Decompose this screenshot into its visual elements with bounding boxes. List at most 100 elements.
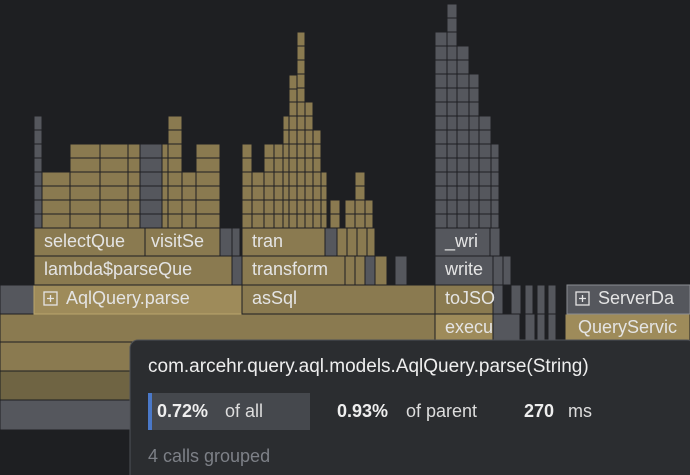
frame — [288, 129, 298, 145]
frame — [288, 213, 298, 229]
frame — [273, 157, 284, 173]
frame — [468, 185, 480, 201]
frame — [251, 171, 265, 187]
frame — [161, 185, 169, 201]
frame — [468, 115, 480, 131]
frame — [33, 227, 146, 257]
frame — [344, 255, 356, 286]
of-parent-text: of parent — [406, 401, 477, 421]
frame — [167, 213, 183, 229]
frame — [296, 45, 306, 61]
share-bar — [148, 393, 310, 430]
frame — [167, 143, 183, 159]
frame — [33, 255, 233, 286]
frame — [434, 73, 448, 89]
frame — [478, 199, 492, 215]
frame — [282, 143, 290, 159]
frame — [434, 199, 448, 215]
frame — [273, 199, 284, 215]
frame — [161, 143, 169, 159]
frame — [69, 213, 101, 229]
frame — [478, 171, 492, 187]
frame — [139, 213, 163, 229]
frame — [434, 143, 448, 159]
frame — [263, 213, 275, 229]
frame — [167, 199, 183, 215]
frame — [356, 227, 368, 257]
frame — [304, 157, 314, 173]
frame — [139, 143, 163, 159]
frame — [446, 45, 458, 61]
frame — [241, 157, 253, 173]
frame — [374, 255, 388, 286]
frame — [251, 213, 265, 229]
frame — [478, 143, 492, 159]
frame — [320, 185, 328, 201]
frame — [167, 185, 183, 201]
frame — [434, 101, 448, 117]
frame — [127, 143, 141, 159]
frame — [195, 185, 221, 201]
frame — [288, 87, 298, 103]
frame — [181, 199, 197, 215]
frame — [69, 171, 101, 187]
frame — [304, 213, 314, 229]
duration: 270 — [524, 401, 554, 421]
of-all-text: of all — [225, 401, 263, 421]
frame — [33, 157, 43, 173]
frame — [69, 143, 101, 159]
frame — [329, 199, 341, 215]
frame — [139, 199, 163, 215]
frame — [446, 185, 458, 201]
frame — [127, 185, 141, 201]
frame — [329, 213, 341, 229]
frame — [33, 199, 43, 215]
frame — [468, 157, 480, 173]
frame — [41, 213, 71, 229]
frame — [446, 101, 458, 117]
frame — [231, 255, 243, 286]
frame — [434, 31, 448, 47]
frame — [312, 171, 322, 187]
frame — [282, 157, 290, 173]
frame — [231, 227, 241, 257]
frame — [181, 171, 197, 187]
frame — [263, 143, 275, 159]
frame — [0, 313, 436, 343]
frame — [478, 157, 492, 173]
frame — [446, 31, 458, 47]
frame — [490, 143, 500, 159]
frame — [564, 313, 690, 343]
frame — [434, 129, 448, 145]
frame — [346, 227, 358, 257]
frame — [468, 129, 480, 145]
frame — [219, 227, 233, 257]
frame-label: tran — [252, 231, 283, 251]
frame — [478, 129, 492, 145]
frame — [181, 213, 197, 229]
expand-icon-plus — [579, 295, 586, 302]
frame — [288, 115, 298, 131]
frame — [33, 284, 243, 315]
frame — [241, 143, 253, 159]
frame — [456, 101, 470, 117]
frame — [434, 255, 494, 286]
frame-labels: selectQue visitSe tran _wri lambda$parseQue t… — [43, 231, 677, 337]
frame — [304, 115, 314, 131]
frame — [304, 199, 314, 215]
frame-label: _wri — [444, 231, 478, 252]
frame — [288, 101, 298, 117]
frame — [139, 185, 163, 201]
frame — [468, 143, 480, 159]
frame — [312, 157, 322, 173]
frame — [273, 171, 284, 187]
frame — [251, 185, 265, 201]
frame — [296, 143, 306, 159]
frame — [490, 171, 500, 187]
frame — [434, 115, 448, 131]
frame — [354, 171, 366, 187]
frame — [456, 73, 470, 89]
frame — [33, 129, 43, 145]
frame — [524, 284, 534, 315]
